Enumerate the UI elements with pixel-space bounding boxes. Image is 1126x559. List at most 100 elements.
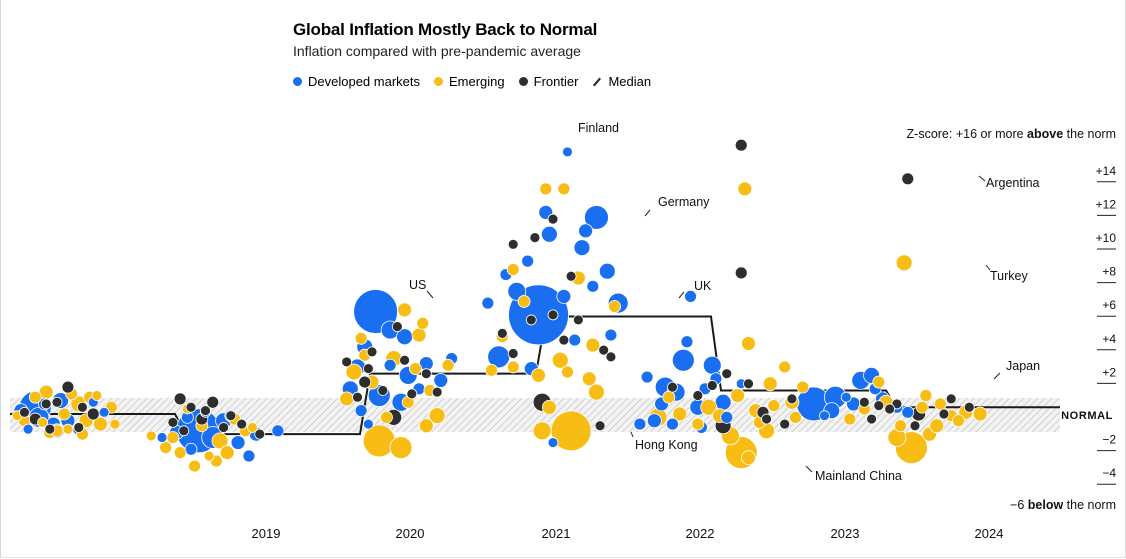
developed-point [568, 333, 582, 347]
frontier-point [352, 391, 363, 403]
x-tick-label: 2024 [975, 526, 1004, 541]
frontier-point [901, 172, 915, 186]
emerging-point [409, 362, 422, 376]
frontier-point [51, 396, 63, 408]
emerging-point [506, 263, 520, 276]
emerging-point [441, 358, 455, 372]
frontier-point [565, 270, 577, 282]
frontier-point [218, 422, 229, 433]
emerging-point [778, 360, 792, 374]
emerging-point [737, 181, 753, 197]
legend-median: Median [592, 74, 651, 89]
frontier-point [761, 413, 772, 425]
developed-point [362, 418, 374, 430]
emerging-swatch [434, 77, 443, 86]
frontier-point [572, 314, 584, 326]
frontier-point [786, 393, 798, 405]
developed-point [242, 449, 256, 463]
emerging-point [895, 254, 913, 272]
emerging-point [541, 399, 557, 415]
y-axis-bottom-note: −6 below the norm [1010, 498, 1116, 512]
developed-point [481, 296, 495, 310]
emerging-point [532, 421, 552, 441]
emerging-point [952, 414, 965, 428]
frontier-point [605, 351, 617, 363]
y-tick-label: +6 [1102, 298, 1116, 312]
emerging-point [397, 302, 412, 318]
frontier-point [254, 428, 266, 440]
emerging-point [539, 182, 553, 196]
point-label: US [409, 278, 426, 292]
x-tick-label: 2020 [396, 526, 425, 541]
point-label: Hong Kong [635, 438, 698, 452]
frontier-point [185, 401, 197, 413]
developed-point [640, 370, 654, 384]
frontier-point [721, 368, 733, 380]
emerging-point [485, 363, 498, 377]
frontier-point [909, 420, 921, 432]
frontier-point [547, 309, 559, 321]
frontier-point [507, 348, 519, 359]
emerging-point [211, 432, 229, 450]
y-tick-label: +2 [1102, 365, 1116, 379]
legend-developed: Developed markets [293, 74, 420, 89]
emerging-point [91, 390, 103, 401]
frontier-point [507, 238, 519, 250]
emerging-point [608, 300, 621, 313]
emerging-point [741, 450, 756, 466]
developed-point [573, 239, 591, 257]
frontier-point [706, 380, 718, 391]
emerging-point [389, 436, 413, 460]
developed-point [666, 417, 679, 431]
label-leader-line [993, 372, 1001, 380]
emerging-point [691, 417, 705, 431]
developed-point [230, 435, 246, 450]
developed-point [604, 328, 618, 342]
frontier-point [77, 401, 88, 413]
point-label: Mainland China [815, 469, 902, 483]
point-label: Argentina [986, 176, 1040, 190]
label-leader-line [678, 291, 685, 299]
emerging-point [919, 389, 933, 402]
frontier-point [377, 385, 389, 396]
emerging-point [28, 390, 42, 404]
developed-point [720, 410, 734, 424]
frontier-point [858, 396, 870, 408]
frontier-point [547, 213, 559, 225]
frontier-point [173, 392, 187, 406]
x-tick-label: 2022 [686, 526, 715, 541]
emerging-point [62, 423, 74, 435]
developed-point [271, 424, 285, 438]
point-label: Germany [658, 195, 710, 209]
emerging-point [247, 422, 258, 433]
chart-title: Global Inflation Mostly Back to Normal [293, 20, 598, 39]
emerging-point [894, 419, 907, 433]
frontier-point [884, 403, 896, 415]
emerging-point [561, 365, 574, 379]
emerging-point [796, 380, 810, 394]
frontier-point [496, 327, 508, 339]
emerging-point [203, 450, 215, 462]
y-tick-label: −2 [1102, 433, 1116, 447]
x-tick-label: 2019 [252, 526, 281, 541]
frontier-point [61, 380, 75, 394]
emerging-point [557, 182, 571, 196]
emerging-point [700, 398, 718, 416]
emerging-point [767, 399, 781, 413]
emerging-point [345, 363, 363, 381]
frontier-point [167, 416, 179, 428]
legend: Developed markets Emerging Frontier Medi… [293, 74, 665, 89]
y-tick-label: +8 [1102, 265, 1116, 279]
emerging-point [159, 441, 173, 455]
frontier-point [938, 408, 950, 420]
frontier-point [667, 381, 678, 393]
frontier-point [945, 393, 957, 405]
developed-point [584, 205, 609, 230]
legend-emerging: Emerging [434, 74, 505, 89]
emerging-point [362, 424, 396, 458]
label-leader-line [985, 264, 991, 271]
legend-emerging-label: Emerging [449, 74, 505, 89]
frontier-point [178, 425, 190, 437]
frontier-point [73, 422, 85, 433]
